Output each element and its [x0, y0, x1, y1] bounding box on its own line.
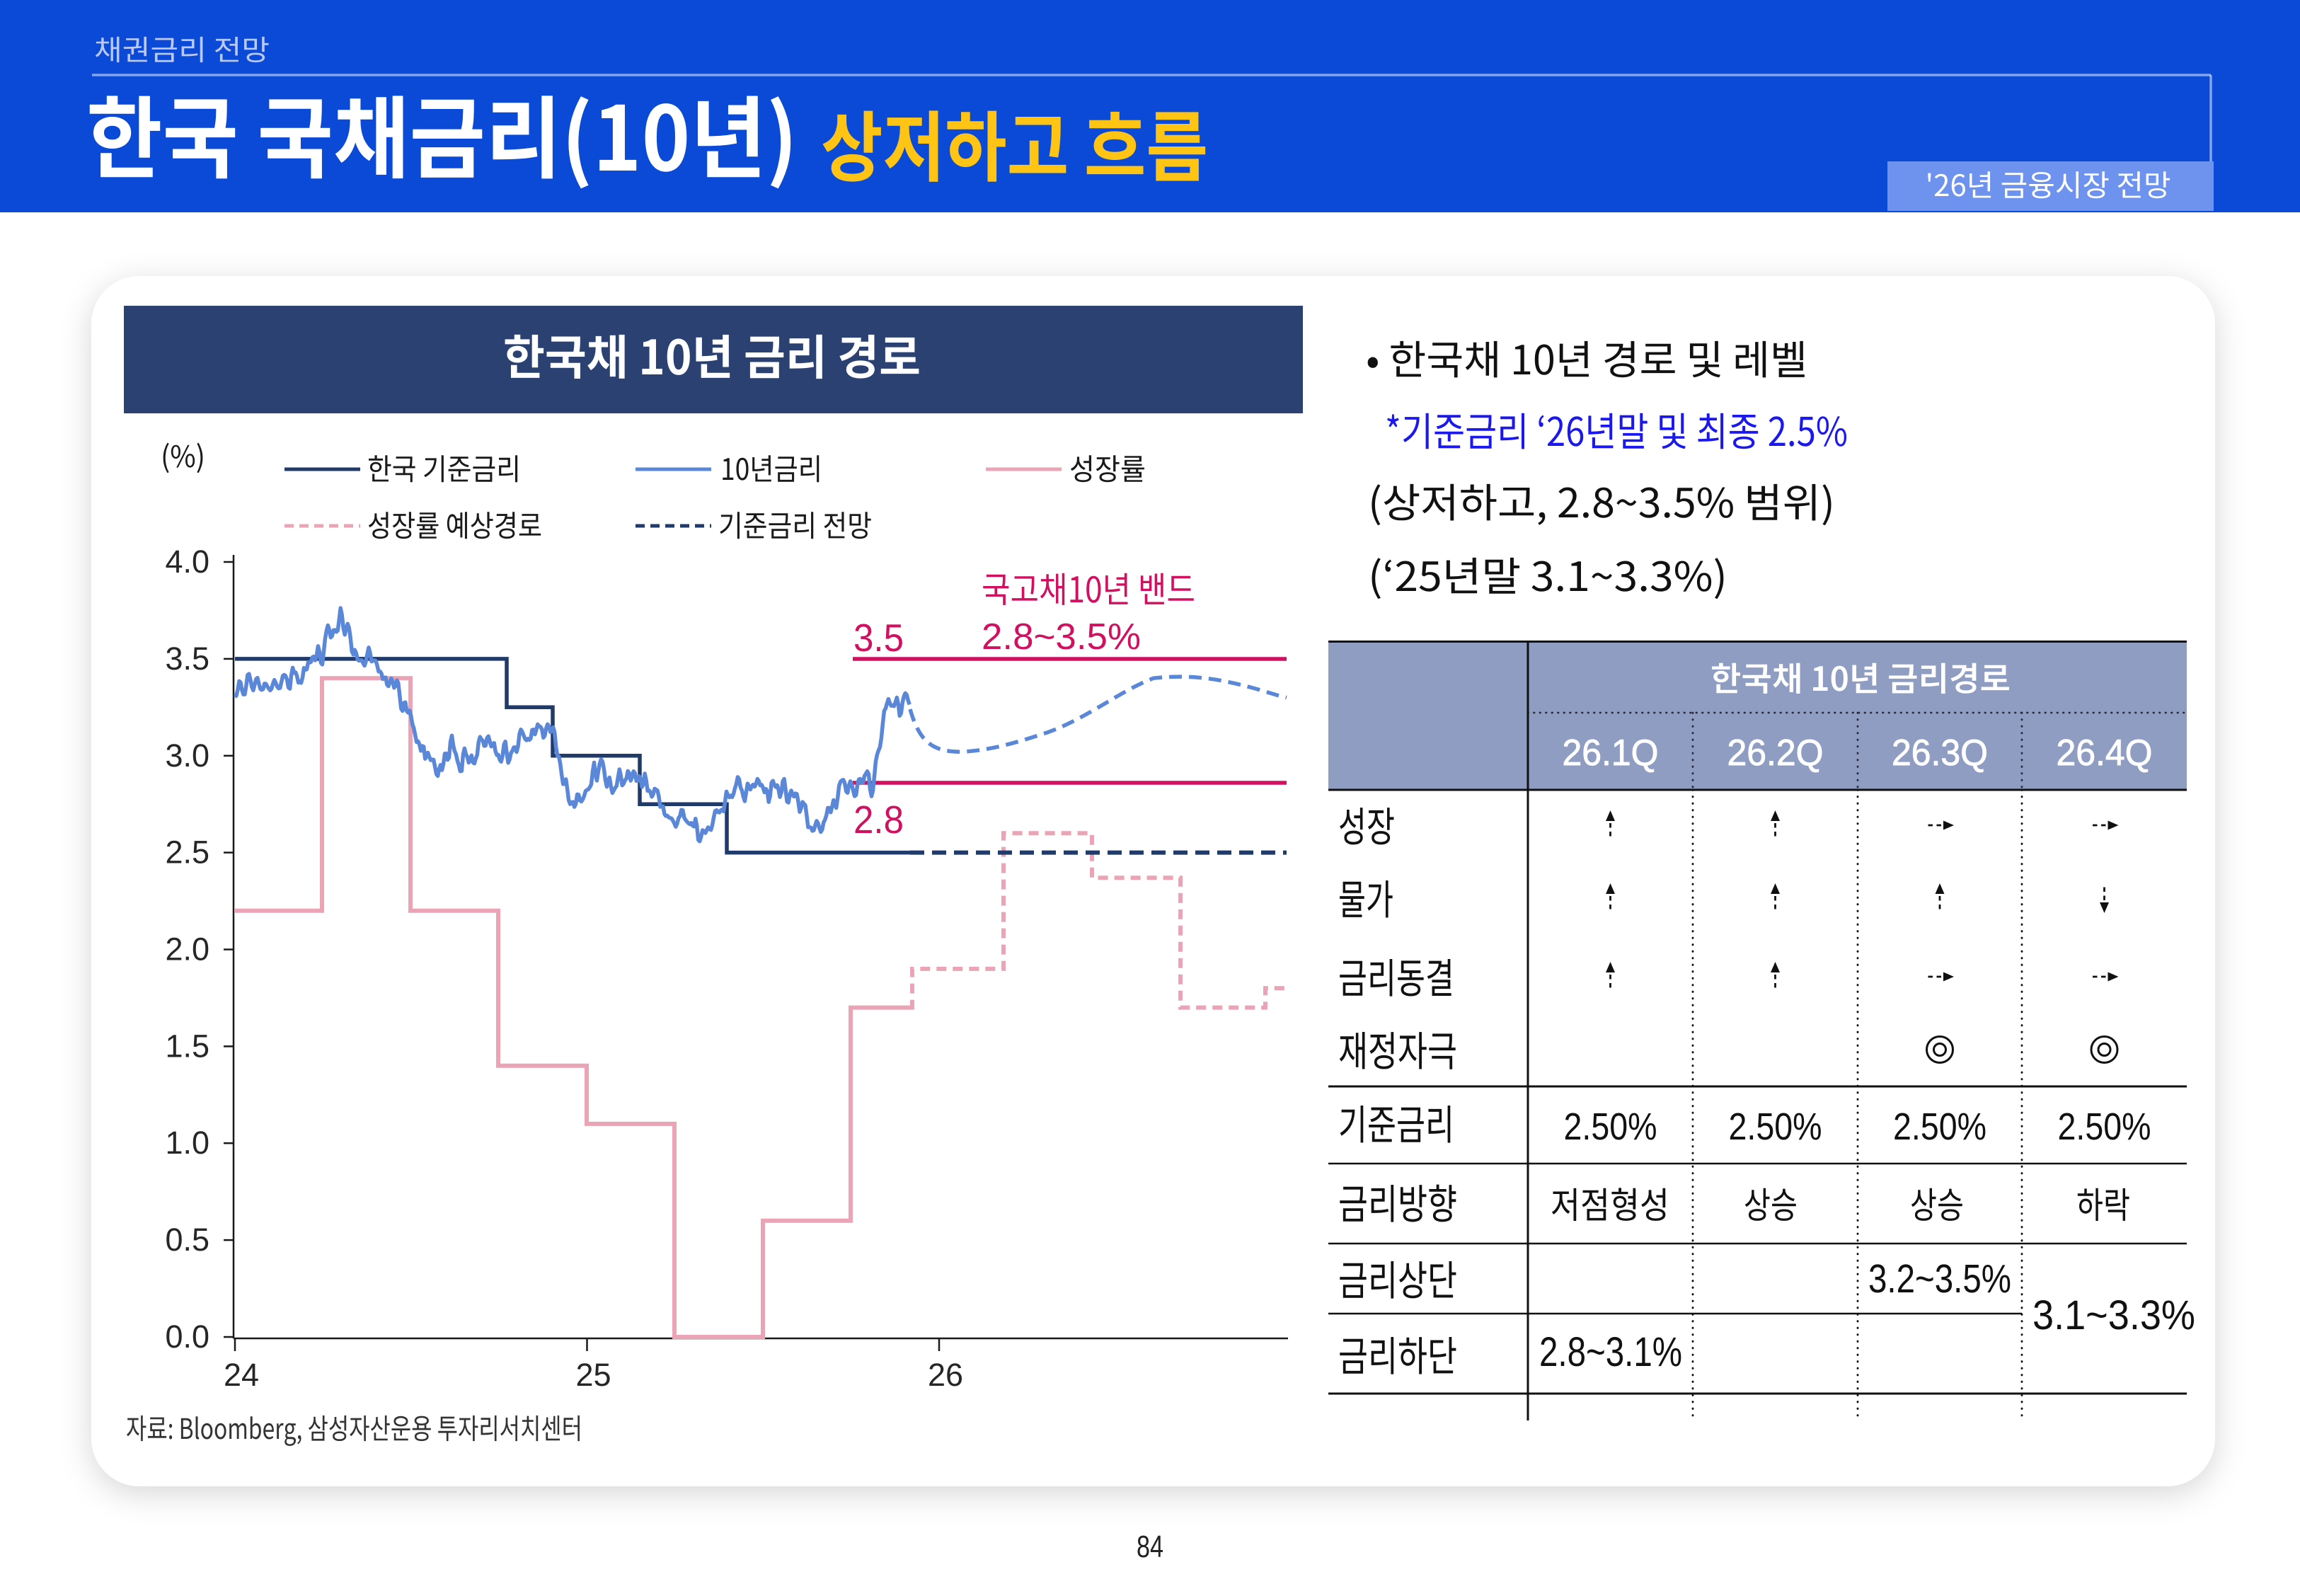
- svg-text:2.8~3.5%: 2.8~3.5%: [982, 616, 1141, 658]
- svg-text:24: 24: [224, 1357, 259, 1393]
- svg-text:2.5: 2.5: [165, 834, 209, 871]
- svg-text:26.1Q: 26.1Q: [1563, 733, 1659, 774]
- svg-text:1.0: 1.0: [165, 1125, 209, 1161]
- svg-text:2.50%: 2.50%: [1564, 1106, 1657, 1148]
- svg-text:3.1~3.3%: 3.1~3.3%: [2032, 1292, 2195, 1338]
- svg-text:3.5: 3.5: [165, 641, 209, 677]
- svg-text:0.5: 0.5: [165, 1222, 209, 1258]
- svg-text:0.0: 0.0: [165, 1319, 209, 1355]
- svg-text:25: 25: [575, 1357, 611, 1393]
- svg-text:2.50%: 2.50%: [2058, 1106, 2151, 1148]
- svg-text:2.0: 2.0: [165, 931, 209, 968]
- svg-text:26.2Q: 26.2Q: [1727, 733, 1824, 774]
- svg-text:3.2~3.5%: 3.2~3.5%: [1868, 1256, 2011, 1302]
- svg-text:3.0: 3.0: [165, 737, 209, 774]
- svg-text:26.4Q: 26.4Q: [2057, 733, 2153, 774]
- svg-text:1.5: 1.5: [165, 1028, 209, 1064]
- svg-text:2.8~3.1%: 2.8~3.1%: [1539, 1329, 1682, 1375]
- svg-text:26: 26: [928, 1357, 963, 1393]
- svg-text:4.0: 4.0: [165, 544, 209, 580]
- svg-text:3.5: 3.5: [853, 616, 904, 660]
- svg-text:2.8: 2.8: [853, 798, 904, 842]
- svg-text:2.50%: 2.50%: [1893, 1106, 1986, 1148]
- svg-text:84: 84: [1137, 1529, 1163, 1564]
- svg-text:26.3Q: 26.3Q: [1892, 733, 1988, 774]
- svg-text:2.50%: 2.50%: [1729, 1106, 1822, 1148]
